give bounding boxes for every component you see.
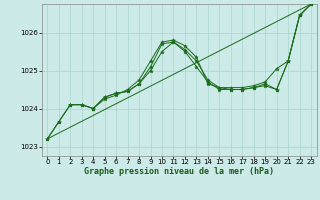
X-axis label: Graphe pression niveau de la mer (hPa): Graphe pression niveau de la mer (hPa) — [84, 167, 274, 176]
